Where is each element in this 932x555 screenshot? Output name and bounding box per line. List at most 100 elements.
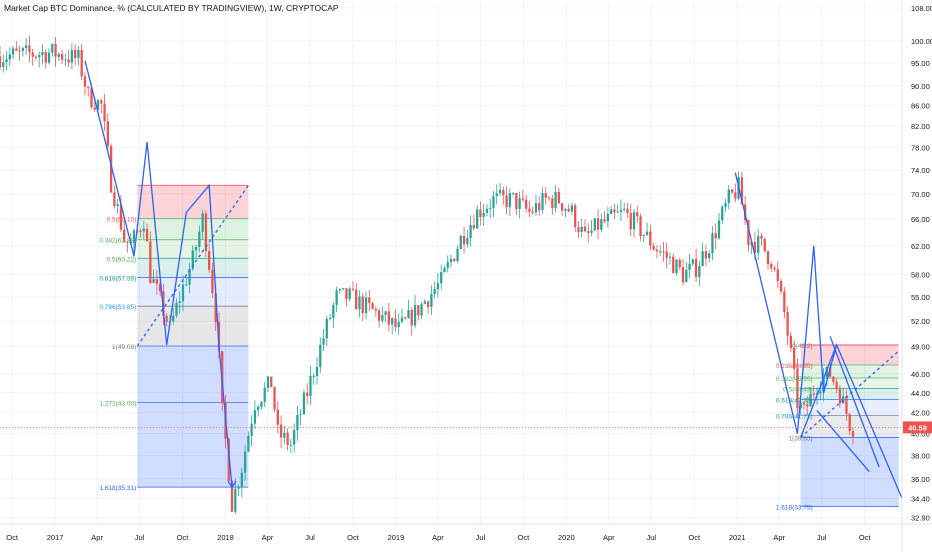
candle-body	[201, 213, 204, 232]
candle-body	[796, 368, 799, 409]
zigzag-2021b	[800, 343, 903, 499]
candle-body	[423, 301, 426, 304]
candle-body	[453, 258, 456, 261]
x-tick-label: Jul	[817, 533, 827, 542]
y-tick-label: 44.00	[911, 389, 930, 398]
candle-body	[273, 387, 276, 410]
candle-body	[384, 311, 387, 315]
candle-body	[753, 242, 757, 253]
candle-body	[482, 212, 485, 218]
candle-body	[721, 206, 724, 221]
candle-body	[234, 488, 237, 512]
candle-body	[443, 267, 446, 273]
candle-body	[145, 228, 149, 242]
candle-body	[554, 191, 557, 209]
candle-body	[521, 198, 525, 200]
candle-body	[47, 52, 51, 63]
candle-body	[701, 251, 704, 267]
candle-body	[299, 414, 302, 416]
fib-label: 0.5(66.10)	[107, 216, 137, 223]
candle-body	[773, 268, 776, 270]
candle-body	[498, 189, 502, 194]
candle-body	[845, 396, 848, 414]
candle-body	[518, 198, 521, 209]
chart-title: Market Cap BTC Dominance, % (CALCULATED …	[4, 3, 339, 13]
fib-zone	[137, 306, 249, 346]
candle-body	[296, 414, 299, 431]
candle-body	[426, 301, 430, 308]
x-tick-label: 2017	[47, 533, 64, 542]
x-tick-label: 2019	[388, 533, 405, 542]
candle-body	[247, 435, 250, 452]
candle-body	[446, 262, 449, 268]
candle-body	[560, 203, 564, 211]
fib-trend-2017	[136, 184, 249, 347]
candle-body	[564, 208, 567, 211]
x-tick-label: 2021	[729, 533, 746, 542]
candle-body	[760, 235, 763, 239]
x-tick-label: Oct	[177, 533, 190, 542]
candle-body	[851, 430, 855, 438]
candle-body	[178, 301, 181, 303]
candle-body	[358, 296, 361, 310]
candle-body	[626, 208, 629, 213]
candle-body	[397, 321, 400, 328]
candle-body	[175, 302, 178, 316]
candle-body	[652, 245, 655, 250]
channel-upper	[829, 336, 880, 468]
candle-body	[279, 424, 283, 438]
candle-body	[694, 259, 698, 278]
candle-body	[783, 291, 786, 313]
candle-body	[149, 241, 152, 283]
candle-body	[208, 250, 211, 270]
arrow-head	[227, 480, 237, 489]
candle-body	[413, 305, 417, 326]
candle-body	[812, 393, 815, 395]
candle-body	[717, 220, 721, 239]
candle-body	[740, 177, 744, 205]
fib-zone	[137, 345, 249, 403]
candle-body	[332, 304, 335, 319]
candle-body	[515, 192, 518, 209]
x-tick-label: Oct	[347, 533, 360, 542]
candle-body	[188, 268, 191, 285]
candle-body	[495, 193, 498, 197]
candle-body	[322, 338, 325, 345]
candle-body	[181, 284, 185, 302]
candle-body	[142, 228, 145, 232]
candle-body	[655, 249, 659, 252]
candle-body	[623, 208, 626, 210]
candle-body	[230, 481, 234, 512]
candle-body	[590, 230, 593, 233]
candle-body	[609, 209, 613, 214]
candle-body	[345, 288, 348, 300]
candle-body	[60, 53, 64, 60]
candle-body	[600, 219, 603, 230]
fib-label: 0.618(43.32)	[776, 397, 813, 404]
candle-body	[835, 381, 838, 390]
candle-body	[28, 45, 31, 53]
candle-body	[227, 438, 230, 482]
candle-body	[557, 191, 560, 204]
y-tick-label: 38.00	[911, 452, 930, 461]
candle-body	[436, 283, 440, 290]
candle-body	[580, 226, 583, 233]
candle-body	[172, 315, 175, 322]
candle-body	[799, 403, 802, 409]
candle-body	[57, 53, 60, 57]
candle-body	[672, 256, 675, 274]
fib-label: 1.618(33.75)	[776, 504, 813, 511]
candle-body	[44, 52, 47, 63]
candle-body	[106, 121, 109, 147]
candle-body	[315, 367, 319, 376]
candle-body	[64, 59, 67, 61]
candle-body	[766, 251, 770, 265]
candle-body	[577, 227, 580, 233]
zigzag-2017	[84, 60, 233, 488]
y-tick-label: 95.00	[911, 59, 930, 68]
candle-body	[420, 303, 423, 316]
candle-body	[204, 213, 208, 251]
candle-body	[603, 219, 606, 222]
